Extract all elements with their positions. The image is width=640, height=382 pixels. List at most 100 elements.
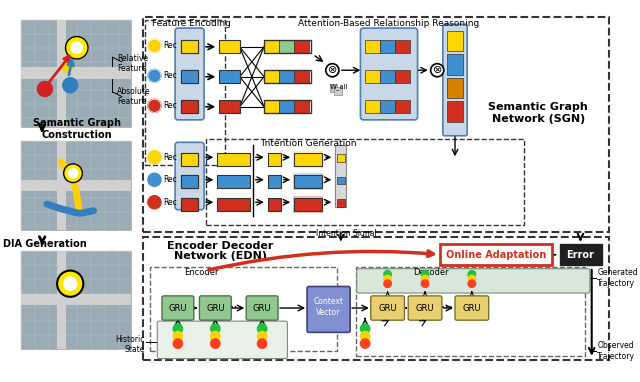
Circle shape (57, 270, 83, 297)
Bar (293, 196, 323, 212)
Bar (447, 31, 463, 52)
Bar (180, 70, 198, 83)
Bar (180, 197, 198, 210)
Circle shape (421, 275, 429, 283)
Circle shape (257, 324, 267, 333)
Bar (337, 199, 344, 207)
Text: Encoder: Encoder (184, 268, 218, 277)
Text: ···: ··· (229, 301, 243, 315)
Bar (330, 84, 337, 92)
Text: GRU: GRU (463, 304, 481, 312)
Bar (180, 40, 198, 53)
Circle shape (431, 64, 444, 77)
Circle shape (148, 39, 161, 52)
Bar (294, 40, 309, 53)
Bar (337, 154, 344, 162)
Circle shape (211, 339, 220, 348)
Bar (264, 100, 279, 113)
Bar (57, 251, 67, 349)
Bar (57, 19, 67, 127)
Bar (335, 145, 346, 207)
Bar (380, 40, 395, 53)
Bar (180, 100, 198, 113)
Text: Online Adaptation: Online Adaptation (446, 250, 547, 260)
Text: DIA Generation: DIA Generation (3, 240, 87, 249)
Bar (268, 175, 281, 188)
Bar (143, 17, 609, 232)
Bar (180, 100, 198, 113)
Circle shape (384, 275, 391, 283)
Bar (279, 70, 294, 83)
Bar (440, 244, 552, 265)
Text: GRU: GRU (416, 304, 435, 312)
Bar (334, 87, 342, 95)
Bar (264, 100, 311, 113)
Circle shape (421, 280, 429, 287)
Circle shape (63, 277, 77, 290)
Circle shape (148, 151, 161, 164)
Circle shape (63, 164, 83, 183)
Bar (447, 54, 463, 75)
Bar (143, 237, 609, 361)
Bar (447, 101, 463, 122)
Bar (20, 180, 131, 191)
Circle shape (360, 332, 370, 341)
Bar (380, 100, 395, 113)
Bar (180, 153, 198, 166)
Bar (365, 40, 380, 53)
Circle shape (173, 332, 182, 341)
Circle shape (148, 69, 161, 83)
Bar (180, 70, 198, 83)
Bar (180, 40, 198, 53)
Bar (217, 175, 250, 188)
Bar (264, 40, 311, 53)
Bar (560, 244, 602, 265)
Circle shape (148, 196, 161, 209)
Circle shape (211, 332, 220, 341)
Text: Rec: Rec (163, 198, 177, 207)
Bar (264, 70, 311, 83)
Bar (395, 100, 410, 113)
Text: Historic
State: Historic State (116, 335, 145, 354)
Circle shape (148, 173, 161, 186)
FancyBboxPatch shape (162, 296, 194, 320)
Text: GRU: GRU (253, 304, 271, 312)
Bar (264, 70, 279, 83)
Text: Encoder Decoder: Encoder Decoder (167, 241, 273, 251)
FancyBboxPatch shape (246, 296, 278, 320)
Text: Decoder: Decoder (413, 268, 449, 277)
Text: Absolute
Feature: Absolute Feature (117, 87, 150, 106)
Bar (294, 175, 322, 188)
Text: Rec: Rec (163, 153, 177, 162)
Circle shape (173, 339, 182, 348)
Text: W_all: W_all (330, 84, 348, 91)
Bar (180, 153, 198, 166)
Text: Relative
Feature: Relative Feature (117, 54, 148, 73)
FancyBboxPatch shape (371, 296, 404, 320)
Text: Intention Signal: Intention Signal (316, 229, 377, 238)
Bar (337, 177, 344, 185)
FancyBboxPatch shape (157, 321, 287, 359)
Circle shape (37, 81, 52, 96)
Bar (20, 67, 131, 79)
Bar (219, 70, 239, 83)
Bar (365, 100, 380, 113)
Circle shape (468, 275, 476, 283)
Bar (293, 151, 323, 168)
Bar (20, 251, 131, 349)
Bar (20, 294, 131, 305)
Circle shape (211, 324, 220, 333)
Text: Rec: Rec (163, 71, 177, 80)
FancyBboxPatch shape (356, 269, 590, 293)
Text: ⊗: ⊗ (328, 65, 337, 75)
FancyBboxPatch shape (175, 28, 204, 120)
Bar (217, 197, 250, 210)
Text: Semantic Graph
Network (SGN): Semantic Graph Network (SGN) (488, 102, 588, 124)
Bar (279, 100, 294, 113)
Bar (395, 70, 410, 83)
Bar (150, 267, 337, 351)
Circle shape (173, 324, 182, 333)
Circle shape (360, 339, 370, 348)
Circle shape (68, 168, 77, 178)
Text: Feature Encoding: Feature Encoding (152, 19, 231, 28)
